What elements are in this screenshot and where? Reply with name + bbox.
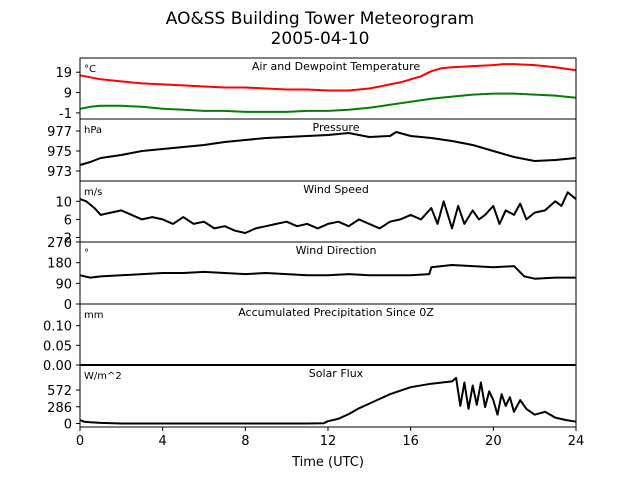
panel-3-ytick-label-2: 6 <box>64 213 72 228</box>
panel-1-series-1 <box>79 63 577 92</box>
panel-2-title: Pressure <box>313 121 360 134</box>
panel-2-unit: hPa <box>84 125 102 136</box>
x-axis: 0 4 8 12 16 20 24 <box>76 427 584 449</box>
panel-3-ytick-label-3: 2 <box>64 231 72 246</box>
panel-4-title: Wind Direction <box>296 244 377 257</box>
panel-2: Pressure hPa 977 975 973 <box>47 118 577 182</box>
panel-1-ytick-label-2: 9 <box>64 87 72 102</box>
panel-5-unit: mm <box>84 310 103 321</box>
panel-6-ytick-label-1: 572 <box>47 384 72 399</box>
xtick-label-6: 20 <box>485 434 502 449</box>
panel-5-ytick-label-1: 0.10 <box>43 320 72 335</box>
panel-3-series-1 <box>79 191 577 234</box>
panel-4-unit: ° <box>84 248 89 259</box>
panel-5-ytick-label-2: 0.05 <box>43 339 72 354</box>
panel-4-ytick-label-2: 180 <box>47 257 72 272</box>
panel-5-title: Accumulated Precipitation Since 0Z <box>238 306 434 319</box>
panel-4-ytick-label-3: 90 <box>55 277 72 292</box>
panel-4-series-1 <box>79 264 576 280</box>
panel-2-ytick-label-3: 973 <box>47 165 72 180</box>
xtick-label-7: 24 <box>568 434 585 449</box>
panel-4-ytick-label-1: 270 <box>47 236 72 251</box>
xtick-label-1: 0 <box>76 434 84 449</box>
panel-4-ytick-label-4: 0 <box>64 298 72 313</box>
xtick-label-2: 4 <box>159 434 167 449</box>
panel-3-unit: m/s <box>84 187 102 198</box>
panel-1-ytick-label-1: 19 <box>55 66 72 81</box>
xtick-label-3: 8 <box>241 434 249 449</box>
panel-1-series-2 <box>79 92 577 113</box>
panel-6-ytick-label-3: 0 <box>64 417 72 432</box>
panel-6-unit: W/m^2 <box>84 371 122 382</box>
panel-1-ytick-label-3: -1 <box>59 107 72 122</box>
panels: Air and Dewpoint Temperature°C199-1Press… <box>43 57 577 432</box>
panel-1-title: Air and Dewpoint Temperature <box>252 60 420 73</box>
chart-title: AO&SS Building Tower Meteorogram <box>166 9 474 29</box>
panel-5: Accumulated Precipitation Since 0Z mm 0.10… <box>43 303 577 374</box>
panel-3: Wind Speed m/s 10 6 2 <box>55 180 577 246</box>
xtick-label-4: 12 <box>320 434 337 449</box>
panel-2-ytick-label-1: 977 <box>47 125 72 140</box>
panel-6-series-1 <box>79 376 577 425</box>
panel-3-ytick-label-1: 10 <box>55 195 72 210</box>
panel-2-series-1 <box>79 131 577 166</box>
panel-1: Air and Dewpoint Temperature °C 19 9 -1 <box>55 57 577 122</box>
panel-6-title: Solar Flux <box>309 367 364 380</box>
panel-3-title: Wind Speed <box>303 183 369 196</box>
chart-subtitle: 2005-04-10 <box>271 29 370 49</box>
panel-2-ytick-label-2: 975 <box>47 145 72 160</box>
panel-1-unit: °C <box>84 64 96 75</box>
xtick-label-5: 16 <box>402 434 419 449</box>
panel-5-ytick-label-3: 0.00 <box>43 359 72 374</box>
panel-4: Wind Direction ° 270 180 90 0 <box>47 236 577 313</box>
x-axis-label: Time (UTC) <box>291 455 364 470</box>
panel-6-ytick-label-2: 286 <box>47 401 72 416</box>
